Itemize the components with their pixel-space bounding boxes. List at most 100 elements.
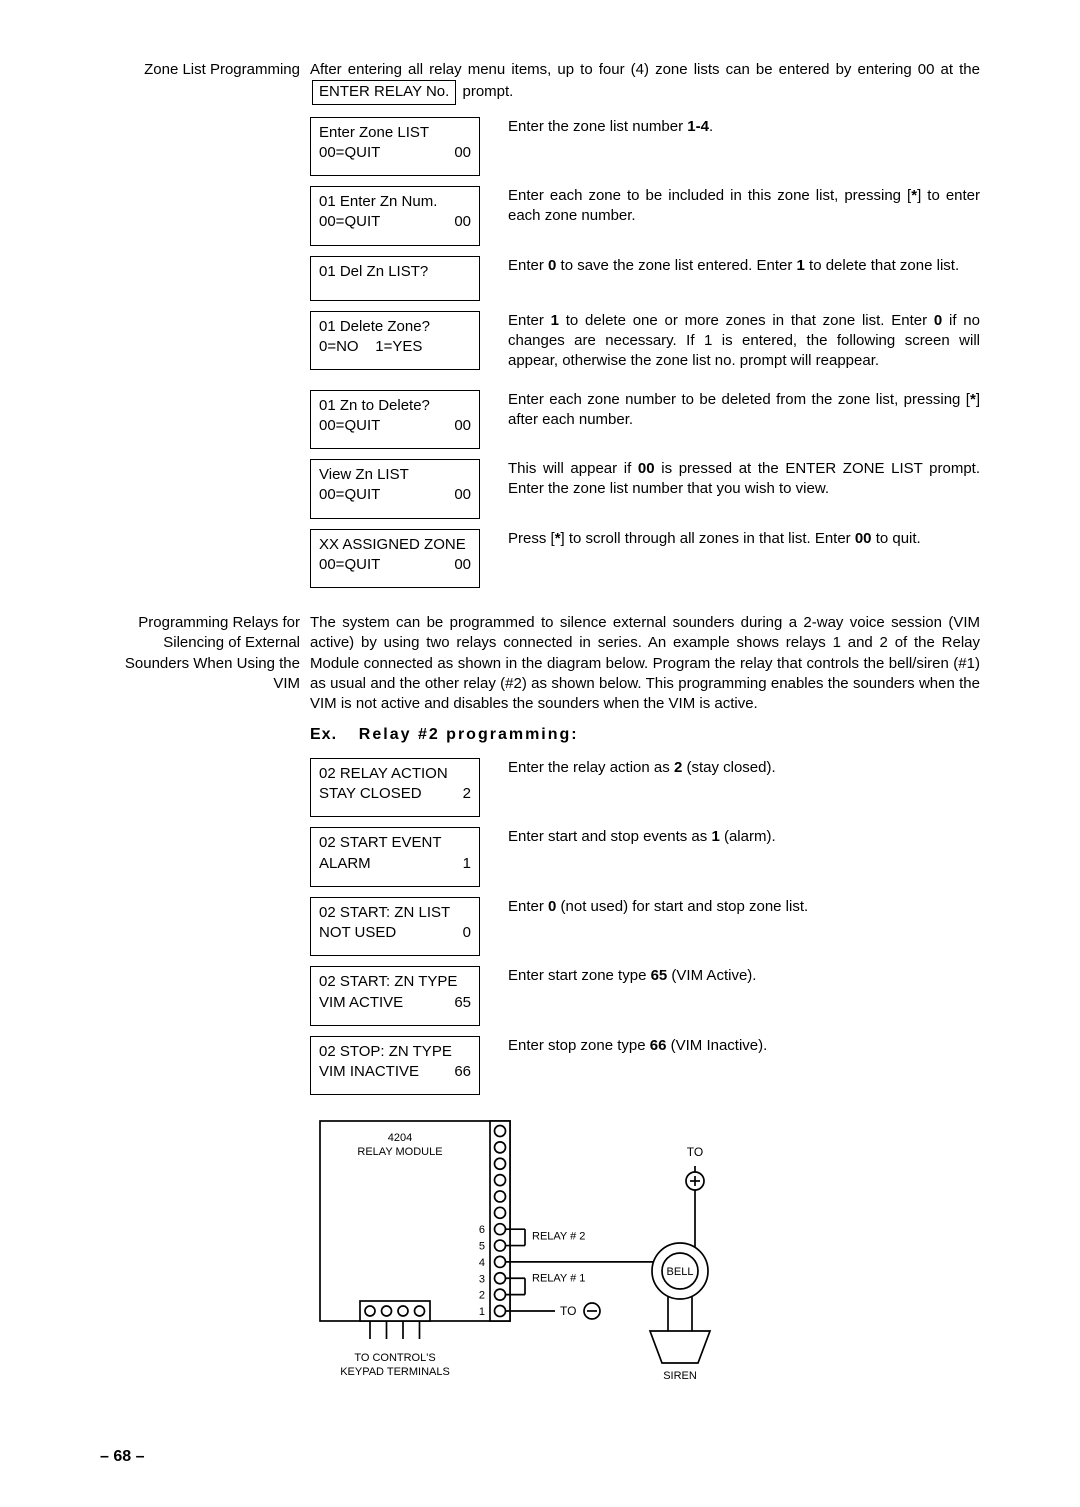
prompt-description-text: Enter the zone list number 1-4. xyxy=(508,117,980,137)
prompt-pair-row: 01 Delete Zone?0=NO 1=YES Enter 1 to dele… xyxy=(310,311,980,376)
lcd-line2-right: 66 xyxy=(454,1062,471,1082)
prompt-description: Enter 0 (not used) for start and stop zo… xyxy=(508,897,980,917)
relay-side-heading: Programming Relays for Silencing of Exte… xyxy=(100,613,310,694)
prompt-description: Enter stop zone type 66 (VIM Inactive). xyxy=(508,1036,980,1056)
lcd-line2: 00=QUIT 00 xyxy=(319,212,471,232)
zone-list-intro-col: After entering all relay menu items, up … xyxy=(310,60,980,598)
svg-text:TO: TO xyxy=(560,1304,576,1318)
prompt-pair-row: XX ASSIGNED ZONE00=QUIT00 Press [*] to sc… xyxy=(310,529,980,589)
prompt-description-text: Press [*] to scroll through all zones in… xyxy=(508,529,980,549)
prompt-pair-row: Enter Zone LIST00=QUIT 00 Enter the zone l… xyxy=(310,117,980,177)
lcd-line2-right: 2 xyxy=(463,784,471,804)
lcd-prompt-box: View Zn LIST00=QUIT00 xyxy=(310,459,480,519)
lcd-line1: 02 RELAY ACTION xyxy=(319,764,471,784)
relay-prompt-pairs: 02 RELAY ACTIONSTAY CLOSED2 Enter the rel… xyxy=(310,758,980,1096)
prompt-description-text: Enter 0 (not used) for start and stop zo… xyxy=(508,897,980,917)
lcd-line2-left: VIM ACTIVE xyxy=(319,993,403,1013)
zone-list-side-heading: Zone List Programming xyxy=(100,60,310,80)
zone-list-intro-part1: After entering all relay menu items, up … xyxy=(310,61,980,78)
lcd-prompt-box: 01 Del Zn LIST? xyxy=(310,256,480,301)
prompt-description: Enter 0 to save the zone list entered. E… xyxy=(508,256,980,280)
prompt-pair-row: 02 RELAY ACTIONSTAY CLOSED2 Enter the rel… xyxy=(310,758,980,818)
prompt-description: Enter each zone number to be deleted fro… xyxy=(508,390,980,435)
prompt-description-text: Enter start zone type 65 (VIM Active). xyxy=(508,966,980,986)
lcd-line2: 0=NO 1=YES xyxy=(319,337,471,357)
lcd-line1: 01 Zn to Delete? xyxy=(319,396,471,416)
lcd-prompt-box: 01 Enter Zn Num.00=QUIT 00 xyxy=(310,186,480,246)
lcd-line2-left: 00=QUIT xyxy=(319,212,380,232)
lcd-line2-right: 0 xyxy=(463,923,471,943)
prompt-description-text: Enter start and stop events as 1 (alarm)… xyxy=(508,827,980,847)
prompt-description-text: Enter 1 to delete one or more zones in t… xyxy=(508,311,980,372)
lcd-prompt-box: 02 RELAY ACTIONSTAY CLOSED2 xyxy=(310,758,480,818)
lcd-line2-left: 0=NO 1=YES xyxy=(319,337,422,357)
lcd-prompt-box: 02 START EVENTALARM 1 xyxy=(310,827,480,887)
lcd-prompt-box: XX ASSIGNED ZONE00=QUIT00 xyxy=(310,529,480,589)
svg-text:6: 6 xyxy=(479,1225,485,1237)
lcd-line2-right: 00 xyxy=(454,212,471,232)
svg-text:TO: TO xyxy=(687,1145,703,1159)
prompt-description-text: Enter each zone to be included in this z… xyxy=(508,186,980,227)
svg-text:TO CONTROL'S: TO CONTROL'S xyxy=(354,1352,435,1364)
lcd-line2-left: VIM INACTIVE xyxy=(319,1062,419,1082)
relay-ex-heading: Ex. Relay #2 programming: xyxy=(310,724,980,746)
wiring-diagram-svg: 4204RELAY MODULE654321TO CONTROL'SKEYPAD… xyxy=(310,1111,780,1411)
prompt-pair-row: 02 START: ZN LISTNOT USED0 Enter 0 (not u… xyxy=(310,897,980,957)
relay-paragraph: The system can be programmed to silence … xyxy=(310,613,980,714)
svg-text:2: 2 xyxy=(479,1290,485,1302)
lcd-prompt-box: 02 START: ZN TYPEVIM ACTIVE 65 xyxy=(310,966,480,1026)
zone-list-prompt-pairs: Enter Zone LIST00=QUIT00Enter the zone l… xyxy=(310,117,980,589)
zone-list-intro-part2: prompt. xyxy=(463,83,514,100)
lcd-line2: 00=QUIT00 xyxy=(319,416,471,436)
prompt-description: Enter 1 to delete one or more zones in t… xyxy=(508,311,980,376)
lcd-line2-left: 00=QUIT xyxy=(319,555,380,575)
lcd-line1: Enter Zone LIST xyxy=(319,123,471,143)
lcd-line1: 01 Delete Zone? xyxy=(319,317,471,337)
relay-right-col: The system can be programmed to silence … xyxy=(310,613,980,1418)
lcd-prompt-box: 02 START: ZN LISTNOT USED0 xyxy=(310,897,480,957)
prompt-pair-row: View Zn LIST00=QUIT00This will appear if… xyxy=(310,459,980,519)
zone-list-intro: After entering all relay menu items, up … xyxy=(310,60,980,105)
prompt-pair-row: 02 START: ZN TYPEVIM ACTIVE 65 Enter start… xyxy=(310,966,980,1026)
lcd-line2: VIM INACTIVE 66 xyxy=(319,1062,471,1082)
lcd-line2-left: 00=QUIT xyxy=(319,416,380,436)
relay-side-heading-text: Programming Relays for Silencing of Exte… xyxy=(125,614,300,692)
relay-section-row: Programming Relays for Silencing of Exte… xyxy=(100,613,980,1418)
lcd-line2: VIM ACTIVE 65 xyxy=(319,993,471,1013)
prompt-description: Enter start and stop events as 1 (alarm)… xyxy=(508,827,980,847)
prompt-description: Press [*] to scroll through all zones in… xyxy=(508,529,980,553)
prompt-description: Enter start zone type 65 (VIM Active). xyxy=(508,966,980,986)
prompt-pair-row: 01 Del Zn LIST? Enter 0 to save the zone … xyxy=(310,256,980,301)
lcd-line2: 00=QUIT00 xyxy=(319,555,471,575)
lcd-line1: 02 START EVENT xyxy=(319,833,471,853)
lcd-line2: ALARM 1 xyxy=(319,854,471,874)
svg-text:RELAY MODULE: RELAY MODULE xyxy=(357,1146,442,1158)
prompt-description: Enter the relay action as 2 (stay closed… xyxy=(508,758,980,778)
lcd-line1: 01 Del Zn LIST? xyxy=(319,262,471,282)
lcd-line2-right: 65 xyxy=(454,993,471,1013)
lcd-line2-left: 00=QUIT xyxy=(319,485,380,505)
lcd-line1: 01 Enter Zn Num. xyxy=(319,192,471,212)
lcd-line1: 02 START: ZN LIST xyxy=(319,903,471,923)
lcd-line2: STAY CLOSED2 xyxy=(319,784,471,804)
svg-text:RELAY # 1: RELAY # 1 xyxy=(532,1273,585,1285)
svg-text:RELAY # 2: RELAY # 2 xyxy=(532,1231,585,1243)
lcd-line1: 02 STOP: ZN TYPE xyxy=(319,1042,471,1062)
svg-text:1: 1 xyxy=(479,1306,485,1318)
svg-text:3: 3 xyxy=(479,1274,485,1286)
lcd-line1: 02 START: ZN TYPE xyxy=(319,972,471,992)
relay-ex-heading-b: Relay #2 programming: xyxy=(359,726,579,743)
svg-text:5: 5 xyxy=(479,1241,485,1253)
lcd-line2-left: 00=QUIT xyxy=(319,143,380,163)
lcd-prompt-box: 01 Zn to Delete?00=QUIT00 xyxy=(310,390,480,450)
lcd-prompt-box: Enter Zone LIST00=QUIT 00 xyxy=(310,117,480,177)
lcd-line1: View Zn LIST xyxy=(319,465,471,485)
lcd-line2-left: ALARM xyxy=(319,854,371,874)
prompt-pair-row: 02 STOP: ZN TYPEVIM INACTIVE 66 Enter stop… xyxy=(310,1036,980,1096)
lcd-line2: 00=QUIT 00 xyxy=(319,143,471,163)
lcd-line2-right: 1 xyxy=(463,854,471,874)
lcd-line2: 00=QUIT00 xyxy=(319,485,471,505)
svg-text:4: 4 xyxy=(479,1257,485,1269)
prompt-description: Enter the zone list number 1-4. xyxy=(508,117,980,141)
lcd-line2-right: 00 xyxy=(454,143,471,163)
